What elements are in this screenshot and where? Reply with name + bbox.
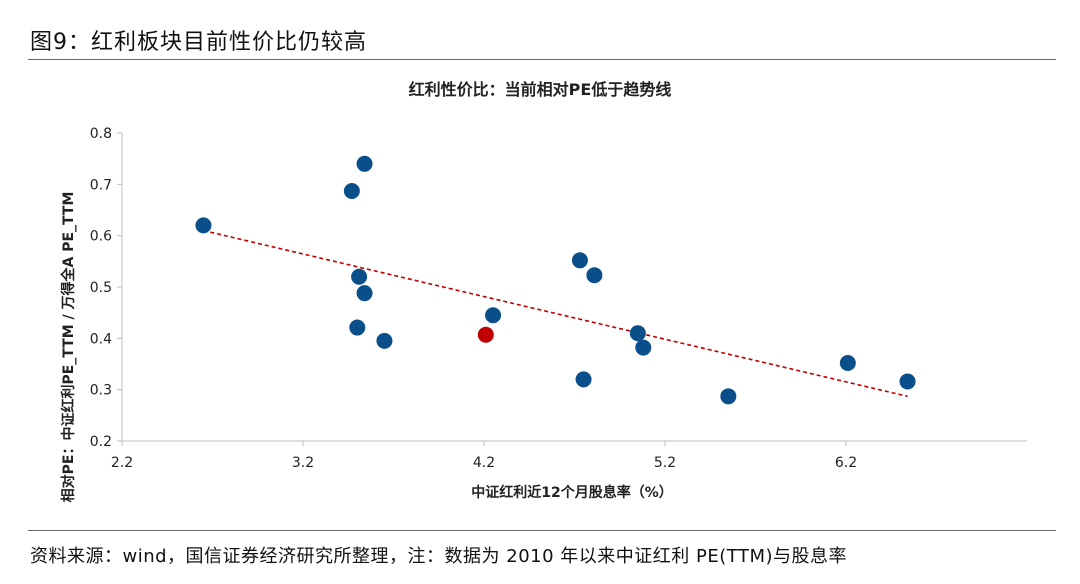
- chart-title: 红利性价比：当前相对PE低于趋势线: [409, 80, 672, 99]
- top-divider: [28, 59, 1056, 60]
- y-tick-label: 0.3: [90, 383, 112, 399]
- data-point: [575, 371, 592, 388]
- data-point: [349, 319, 366, 336]
- data-point: [586, 267, 603, 284]
- data-point: [356, 155, 373, 172]
- data-point: [195, 217, 212, 234]
- data-point: [343, 183, 360, 200]
- trendline-layer: [203, 229, 908, 398]
- x-tick-label: 2.2: [111, 455, 133, 471]
- data-point: [635, 339, 652, 356]
- y-tick-label: 0.2: [90, 434, 112, 450]
- x-tick-label: 3.2: [292, 455, 314, 471]
- y-tick-label: 0.8: [90, 126, 112, 142]
- data-point: [571, 252, 588, 269]
- trendline: [203, 229, 908, 398]
- data-point: [839, 354, 856, 371]
- bottom-divider: [28, 530, 1056, 531]
- tick-labels: 0.2 0.3 0.4 0.5 0.6 0.7 0.8 2.2 3.2 4.2 5.2 6.2: [90, 126, 857, 471]
- data-point: [899, 373, 916, 390]
- data-point: [629, 325, 646, 342]
- x-tick-label: 6.2: [835, 455, 857, 471]
- data-point: [720, 388, 737, 405]
- x-tick-label: 5.2: [654, 455, 676, 471]
- x-axis: [121, 440, 1027, 446]
- data-point: [351, 268, 368, 285]
- x-axis-label: 中证红利近12个月股息率（%）: [471, 484, 673, 501]
- scatter-chart: 红利性价比：当前相对PE低于趋势线 0.2 0.3 0.4 0.5 0.6 0.7 0.8 2…: [60, 80, 1027, 503]
- y-tick-label: 0.6: [90, 229, 112, 245]
- data-point: [485, 307, 502, 324]
- data-point: [356, 285, 373, 302]
- source-note: 资料来源：wind，国信证券经济研究所整理，注：数据为 2010 年以来中证红利…: [30, 546, 848, 567]
- current-data-point: [477, 326, 494, 343]
- y-tick-label: 0.5: [90, 280, 112, 296]
- figure-title: 图9：红利板块目前性价比仍较高: [30, 30, 367, 55]
- points-layer: [195, 155, 916, 405]
- data-point: [376, 332, 393, 349]
- y-axis-label: 相对PE：中证红利PE_TTM / 万得全A PE_TTM: [60, 192, 77, 503]
- y-tick-label: 0.7: [90, 177, 112, 193]
- y-tick-label: 0.4: [90, 331, 112, 347]
- y-axis: [117, 132, 123, 442]
- x-tick-label: 4.2: [473, 455, 495, 471]
